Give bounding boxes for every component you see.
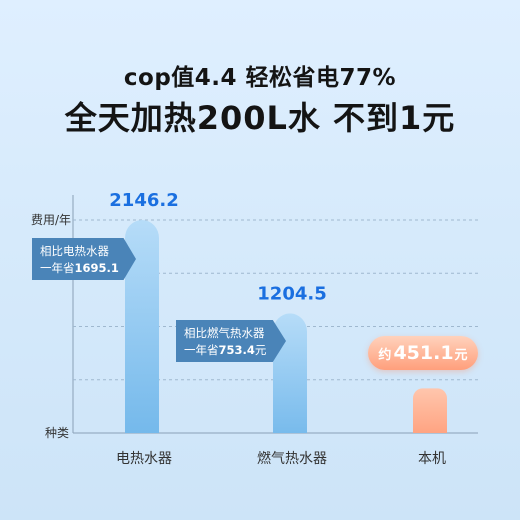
x-axis-label: 种类 [45,426,69,440]
callout-vs-electric-line1: 相比电热水器 [40,244,109,258]
callout-vs-gas-line1: 相比燃气热水器 [184,326,265,340]
y-axis-label: 费用/年 [31,213,71,227]
callout-vs-gas: 相比燃气热水器 一年省753.4元 [176,320,286,362]
value-label-1: 1204.5 [257,283,326,304]
benji-cost-badge: 约 451.1 元 [368,336,478,370]
bar-2 [413,388,447,443]
benji-badge-value: 451.1 [393,342,454,364]
category-label-1: 燃气热水器 [257,450,327,467]
callout-vs-electric-line2: 一年省1695.1元 [40,261,119,292]
category-label-2: 本机 [418,451,446,467]
headline-line2: 全天加热200L水 不到1元 [64,99,456,137]
bar-0 [125,220,159,451]
benji-badge-prefix: 约 [378,347,392,363]
callout-vs-gas-line2: 一年省753.4元 [184,343,267,357]
benji-badge-unit: 元 [454,347,468,363]
headline-line1: cop值4.4 轻松省电77% [123,65,397,91]
value-label-0: 2146.2 [109,190,178,211]
callout-vs-electric: 相比电热水器 一年省1695.1元 [32,238,136,280]
category-label-0: 电热水器 [116,451,172,467]
